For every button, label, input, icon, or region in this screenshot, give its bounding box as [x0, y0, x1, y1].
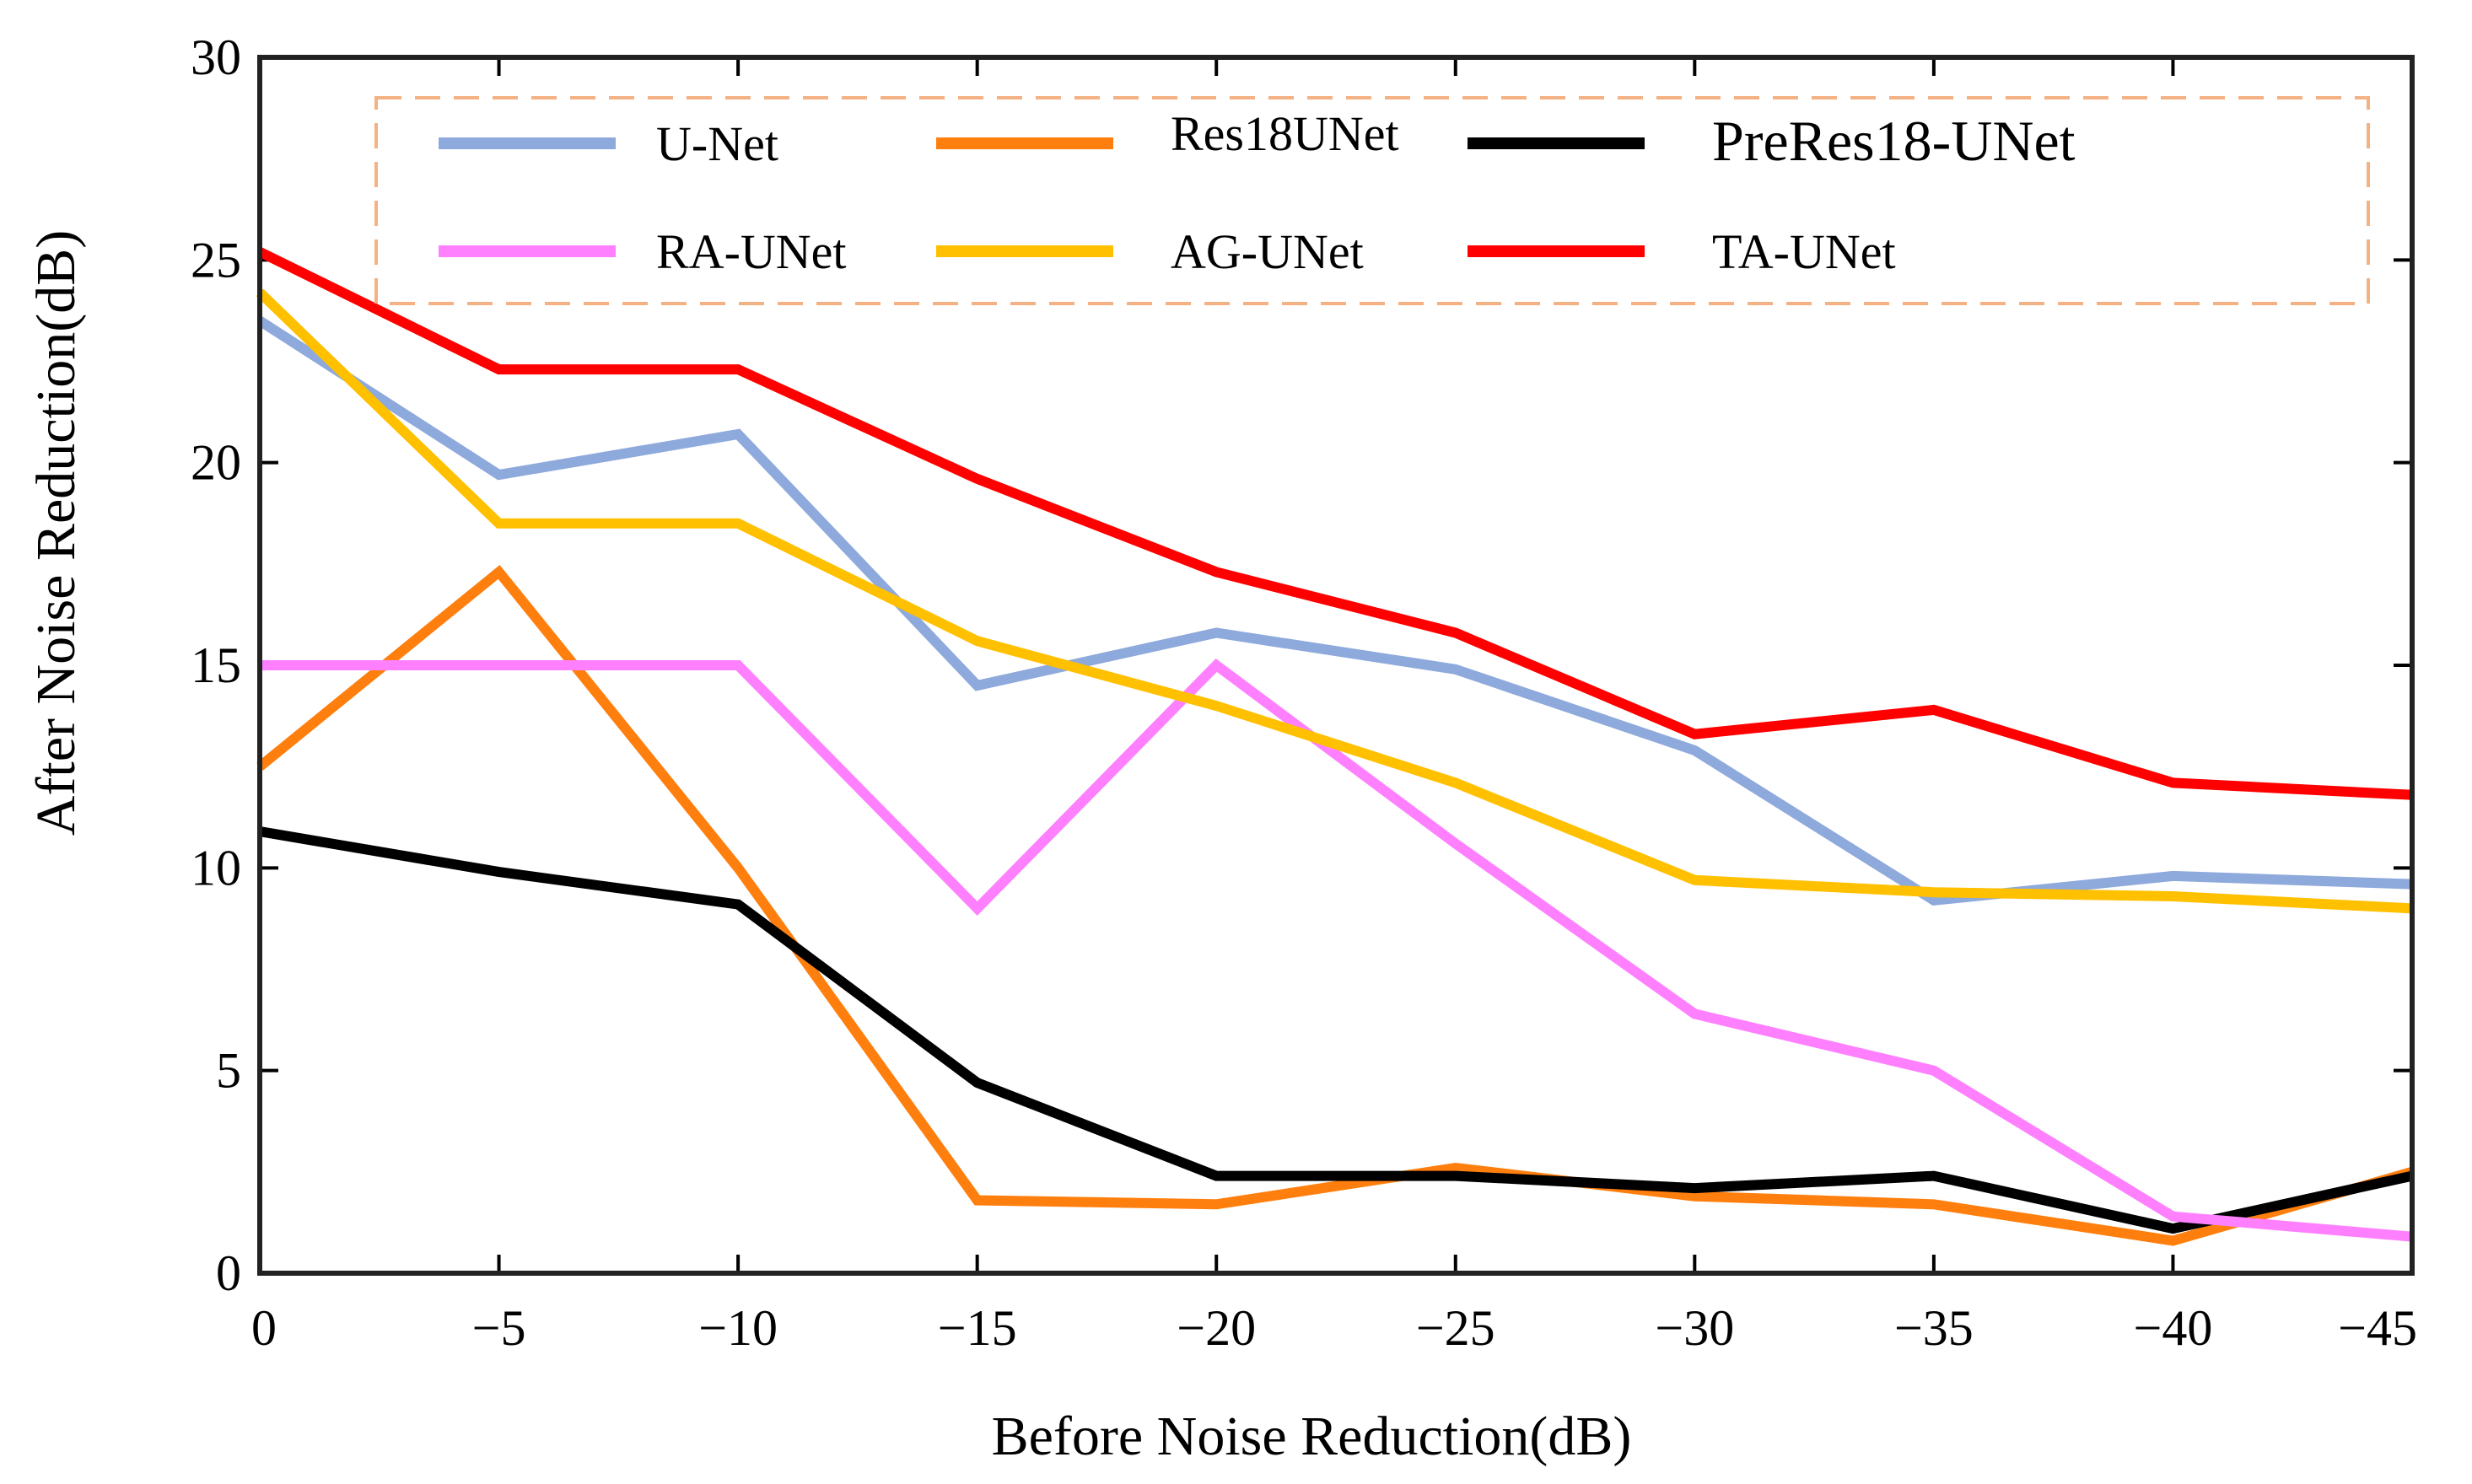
series-line-ra-unet [260, 659, 2413, 1242]
legend-label-u-net: U-Net [656, 116, 778, 171]
x-tick-label: −15 [938, 1300, 1017, 1356]
x-tick-label: −40 [2134, 1300, 2213, 1356]
y-tick-label: 5 [216, 1043, 241, 1099]
legend-label-ag-unet: AG-UNet [1171, 224, 1364, 279]
y-axis-label: After Noise Reduction(dB) [25, 230, 87, 836]
y-tick-label: 25 [191, 232, 241, 288]
legend-label-ra-unet: RA-UNet [656, 224, 847, 279]
y-tick-label: 20 [191, 435, 241, 491]
x-axis-label: Before Noise Reduction(dB) [992, 1406, 1632, 1467]
y-tick-label: 30 [191, 30, 241, 85]
legend-label-preres18-unet: PreRes18-UNet [1712, 109, 2076, 173]
x-tick-label: −25 [1416, 1300, 1495, 1356]
x-tick-label: −30 [1655, 1300, 1734, 1356]
plot-layer: 0 5 10 15 20 25 30 0 −5 −10 −15 −20 −25 −30 −35 −40 −45 [191, 30, 2417, 1356]
x-tick-label: −35 [1894, 1300, 1974, 1356]
legend-box [374, 96, 2370, 305]
series-line-u-net [256, 316, 2413, 906]
plot-frame [257, 55, 2415, 1276]
y-tick-label: 0 [216, 1245, 241, 1301]
y-tick-label: 15 [191, 637, 241, 693]
legend-label-ta-unet: TA-UNet [1712, 224, 1896, 279]
series-line-ag-unet [256, 288, 2413, 914]
x-tick-label: 0 [251, 1300, 277, 1356]
series-line-ta-unet [257, 247, 2413, 800]
series-line-preres18-unet [258, 826, 2414, 1234]
y-tick-label: 10 [191, 840, 241, 895]
series-line-res18unet [256, 564, 2414, 1246]
x-tick-label: −5 [472, 1300, 526, 1356]
x-tick-label: −45 [2338, 1300, 2417, 1356]
x-tick-label: −20 [1177, 1300, 1256, 1356]
legend-label-res18unet: Res18UNet [1171, 106, 1399, 161]
legend: U-Net Res18UNet PreRes18-UNet RA-UNet AG-UNe… [374, 96, 2370, 305]
x-tick-label: −10 [698, 1300, 778, 1356]
